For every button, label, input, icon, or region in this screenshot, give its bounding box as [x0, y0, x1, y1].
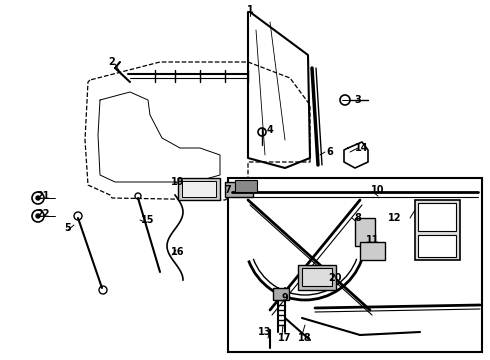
Text: 22: 22: [36, 209, 50, 219]
Text: 2: 2: [109, 57, 115, 67]
Text: 18: 18: [298, 333, 312, 343]
Bar: [273, 288, 289, 300]
Text: 12: 12: [388, 213, 402, 223]
Text: 19: 19: [171, 177, 185, 187]
Text: 9: 9: [282, 293, 289, 303]
Text: 13: 13: [258, 327, 272, 337]
Text: 3: 3: [355, 95, 361, 105]
Bar: [298, 265, 336, 290]
Text: 15: 15: [141, 215, 155, 225]
Bar: [418, 203, 456, 231]
Bar: [415, 200, 460, 260]
Circle shape: [36, 196, 40, 200]
Text: 11: 11: [366, 235, 380, 245]
Bar: [360, 242, 385, 260]
Bar: [235, 180, 257, 192]
Text: 16: 16: [171, 247, 185, 257]
Bar: [225, 182, 253, 197]
Bar: [302, 268, 332, 286]
Text: 5: 5: [65, 223, 72, 233]
Text: 8: 8: [355, 213, 362, 223]
Text: 14: 14: [355, 143, 369, 153]
Text: 1: 1: [246, 5, 253, 15]
Bar: [418, 235, 456, 257]
Text: 17: 17: [278, 333, 292, 343]
Text: 20: 20: [328, 273, 342, 283]
Text: 21: 21: [36, 191, 50, 201]
Text: 4: 4: [267, 125, 273, 135]
Bar: [182, 181, 216, 197]
Bar: [228, 178, 482, 352]
Text: 6: 6: [327, 147, 333, 157]
Bar: [178, 178, 220, 200]
Text: 7: 7: [224, 185, 231, 195]
Circle shape: [36, 214, 40, 218]
Text: 10: 10: [371, 185, 385, 195]
Bar: [355, 218, 375, 246]
